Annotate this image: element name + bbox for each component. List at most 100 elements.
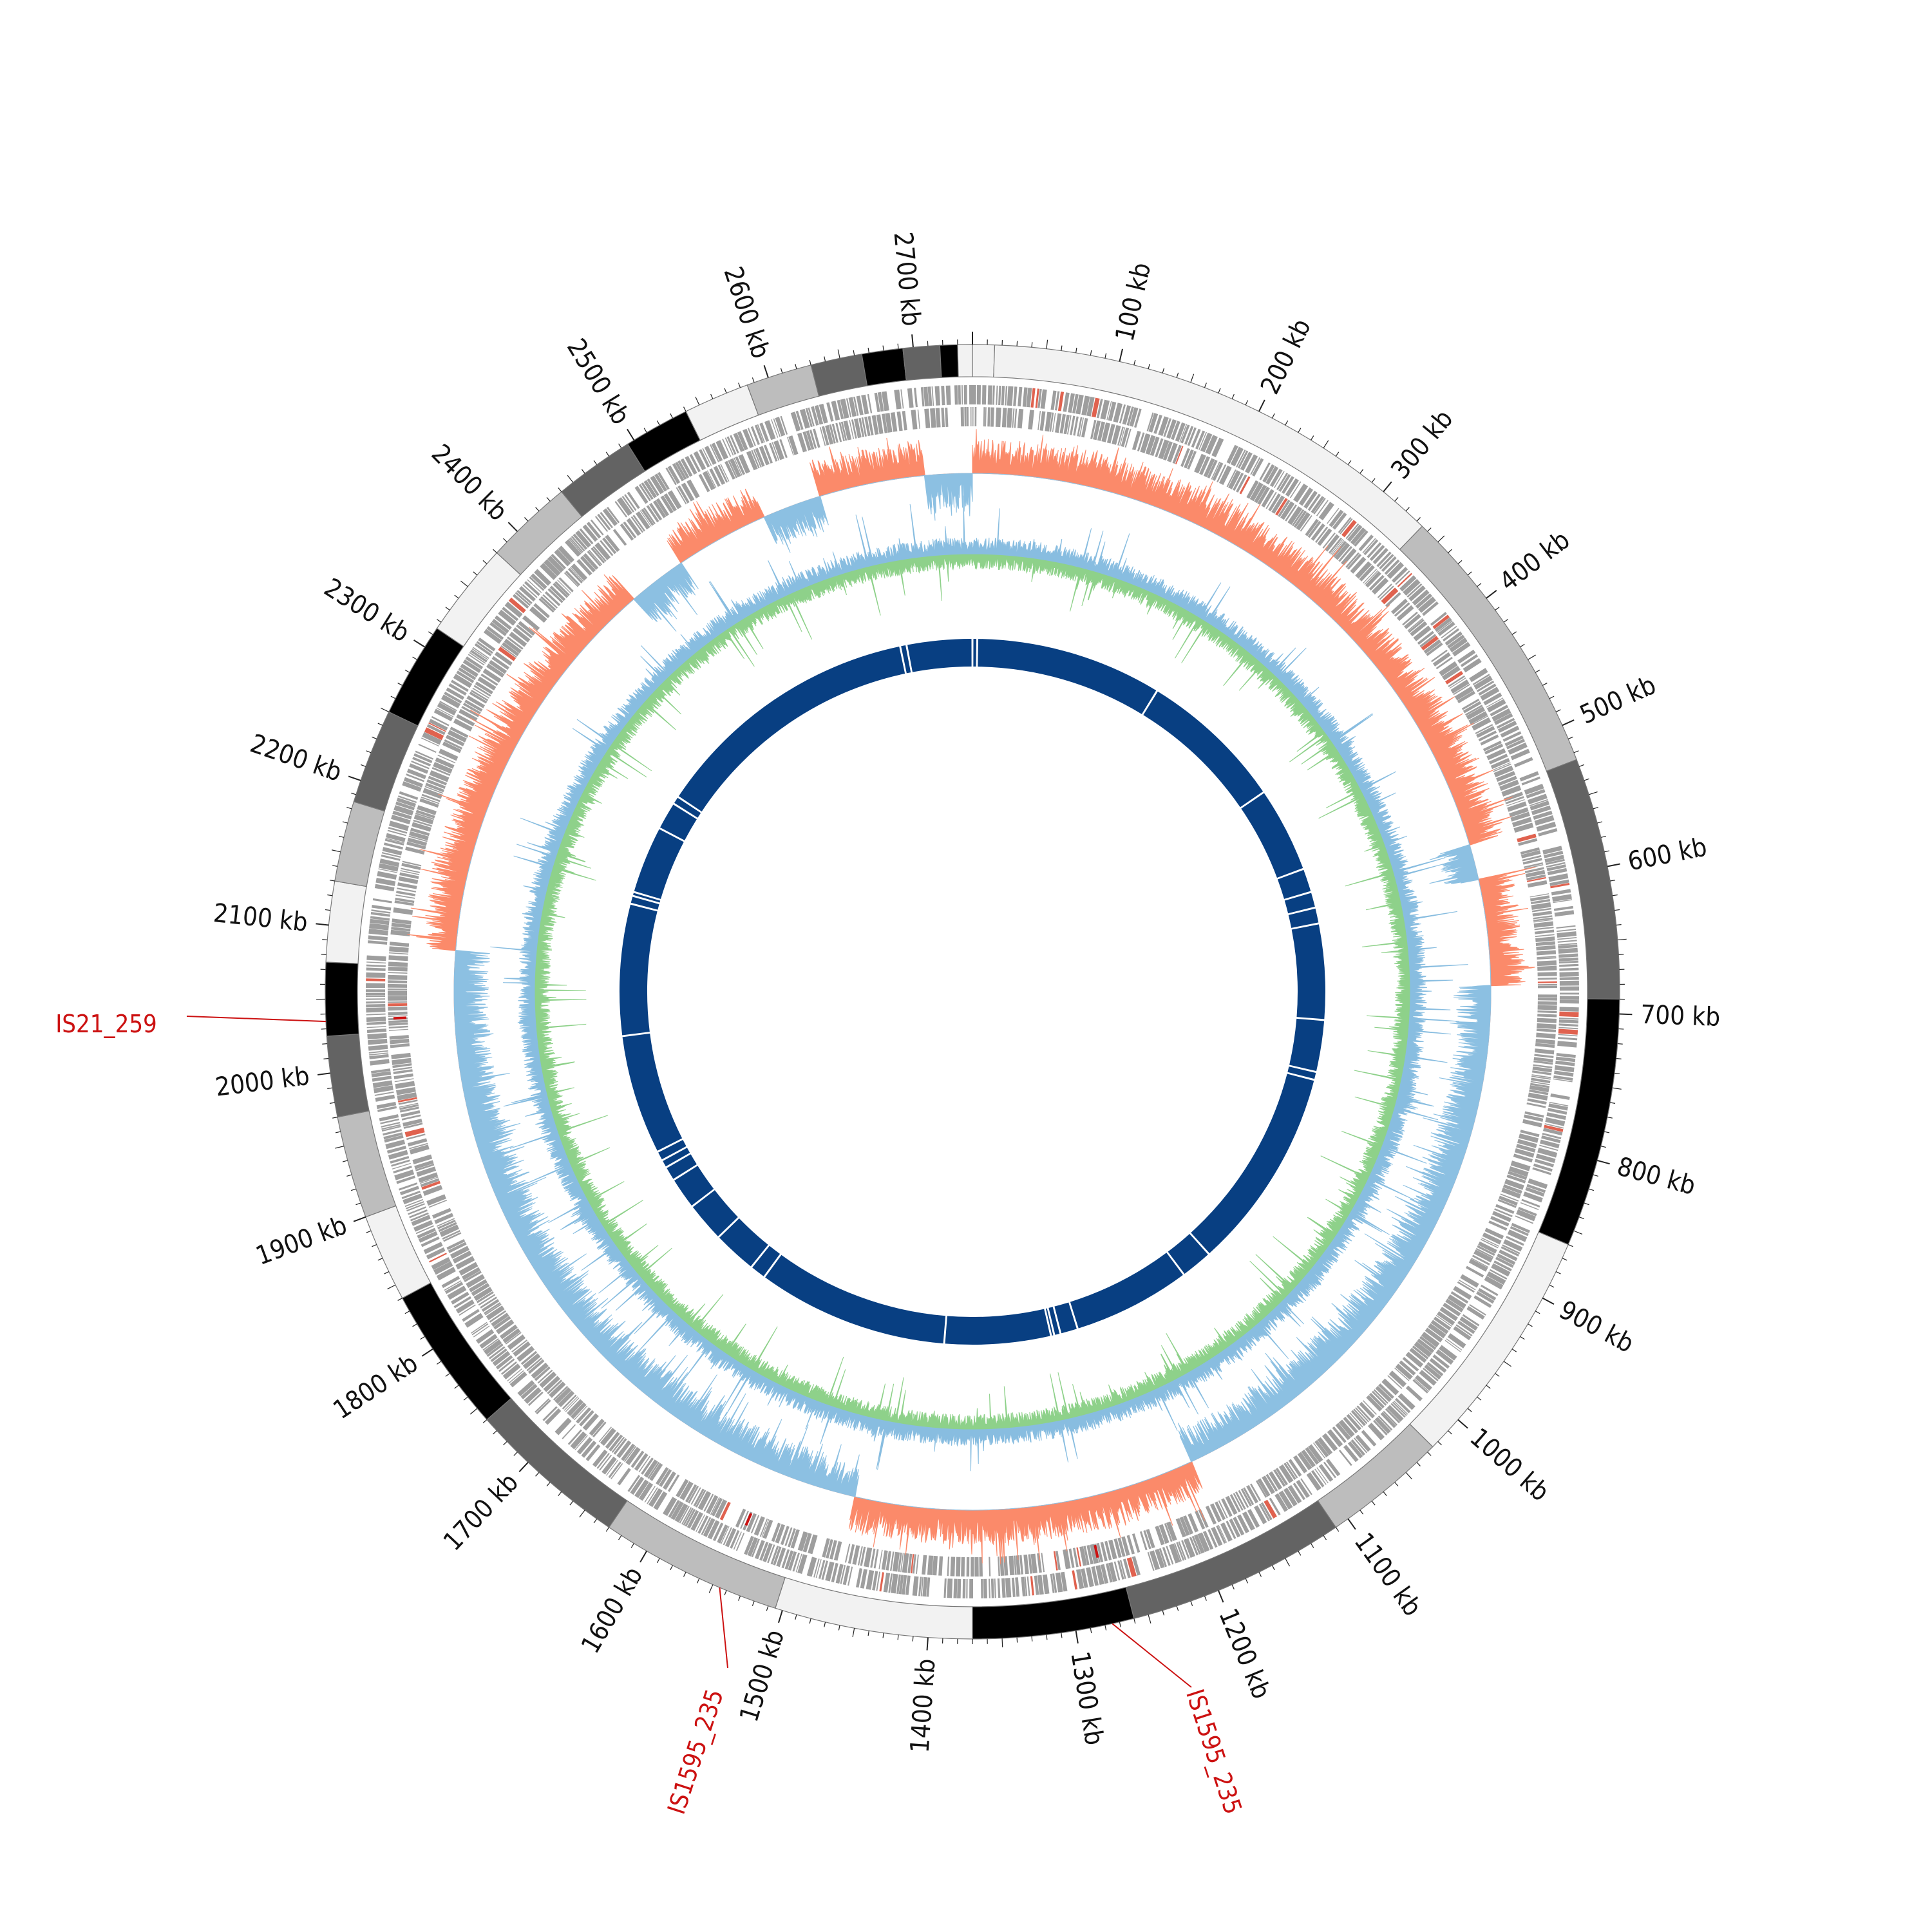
gene xyxy=(1453,1326,1472,1341)
minor-tick xyxy=(1204,383,1207,388)
gene xyxy=(1129,407,1139,427)
gene xyxy=(1350,527,1367,545)
gene xyxy=(821,426,829,446)
gene xyxy=(433,761,453,774)
inner-block xyxy=(1277,869,1311,899)
gene xyxy=(677,485,690,504)
highlighted-gene xyxy=(1544,1124,1564,1132)
gene xyxy=(641,508,654,526)
gene xyxy=(465,656,484,670)
gene xyxy=(431,767,451,777)
gene xyxy=(1488,753,1508,764)
gene xyxy=(848,397,857,417)
gene xyxy=(1532,1167,1551,1175)
gene xyxy=(1546,1112,1566,1120)
is-element-leader xyxy=(186,1016,327,1023)
gene xyxy=(746,450,758,471)
gene xyxy=(987,385,993,405)
gene xyxy=(1499,1249,1518,1262)
gene xyxy=(874,392,880,413)
highlighted-gene xyxy=(429,1253,447,1263)
gene xyxy=(1269,468,1283,488)
gene xyxy=(747,1537,759,1557)
gene xyxy=(704,446,717,465)
gene xyxy=(1278,499,1291,517)
gene xyxy=(1424,1364,1442,1380)
gene xyxy=(1034,1575,1039,1595)
ideogram-segment xyxy=(861,348,907,386)
gene xyxy=(972,406,974,426)
minor-tick xyxy=(412,1323,417,1327)
gene xyxy=(366,955,386,961)
gene xyxy=(451,679,469,692)
gene xyxy=(504,601,523,618)
gene xyxy=(1124,428,1132,448)
scale-label: 1700 kb xyxy=(438,1468,524,1557)
gene xyxy=(1469,1304,1486,1316)
gene xyxy=(1307,520,1321,538)
gene xyxy=(388,1011,408,1016)
gene xyxy=(1226,469,1236,488)
gene xyxy=(507,1334,526,1350)
minor-tick xyxy=(377,723,383,726)
gene xyxy=(393,1166,412,1174)
gene xyxy=(1228,470,1241,489)
gene xyxy=(1448,675,1465,688)
gene xyxy=(1524,1111,1544,1118)
gene xyxy=(905,1575,911,1595)
minor-tick xyxy=(454,1385,459,1389)
gene xyxy=(389,1035,409,1040)
gene xyxy=(759,446,770,466)
gene xyxy=(1327,1429,1343,1448)
gene xyxy=(838,422,845,442)
gene xyxy=(547,588,564,603)
gene xyxy=(388,961,408,967)
minor-tick xyxy=(1218,388,1221,393)
gene xyxy=(1468,711,1488,724)
gene xyxy=(1432,1354,1450,1369)
gene xyxy=(743,428,754,448)
gene xyxy=(1537,965,1557,971)
gene xyxy=(1407,618,1423,632)
gene xyxy=(461,1267,481,1280)
gene xyxy=(750,426,761,446)
minor-tick xyxy=(838,1625,840,1631)
gene xyxy=(707,1520,720,1540)
minor-tick xyxy=(1245,1578,1249,1584)
gene xyxy=(406,841,426,849)
gene xyxy=(876,1571,881,1591)
gene xyxy=(688,1485,699,1504)
is-element-leader xyxy=(719,1587,728,1669)
gene xyxy=(444,692,462,704)
gene xyxy=(581,1441,597,1458)
gene xyxy=(1332,1426,1347,1443)
gene xyxy=(384,838,404,846)
gene xyxy=(380,1118,400,1124)
minor-tick xyxy=(1448,549,1452,553)
gene xyxy=(1311,1470,1325,1488)
gene xyxy=(459,708,478,722)
gene xyxy=(1119,1560,1126,1579)
gene xyxy=(715,440,728,460)
minor-tick xyxy=(1597,821,1603,824)
gene xyxy=(565,539,582,557)
gene xyxy=(1417,630,1434,645)
gene xyxy=(1466,1265,1484,1278)
minor-tick xyxy=(1001,1638,1003,1647)
gene xyxy=(1396,605,1414,621)
minor-tick xyxy=(824,356,826,362)
gene xyxy=(422,1184,443,1197)
gene xyxy=(608,1461,621,1479)
gene xyxy=(927,386,933,406)
gene xyxy=(1126,1535,1135,1555)
gene xyxy=(431,1208,451,1219)
scale-label: 300 kb xyxy=(1385,404,1459,485)
gene xyxy=(1181,1540,1190,1559)
scale-label: 2000 kb xyxy=(214,1061,311,1103)
minor-tick xyxy=(1190,374,1195,383)
gene xyxy=(831,1562,838,1583)
highlighted-gene xyxy=(388,1003,408,1007)
gene xyxy=(1005,386,1008,406)
gene xyxy=(667,1474,680,1492)
gene xyxy=(971,1557,974,1577)
